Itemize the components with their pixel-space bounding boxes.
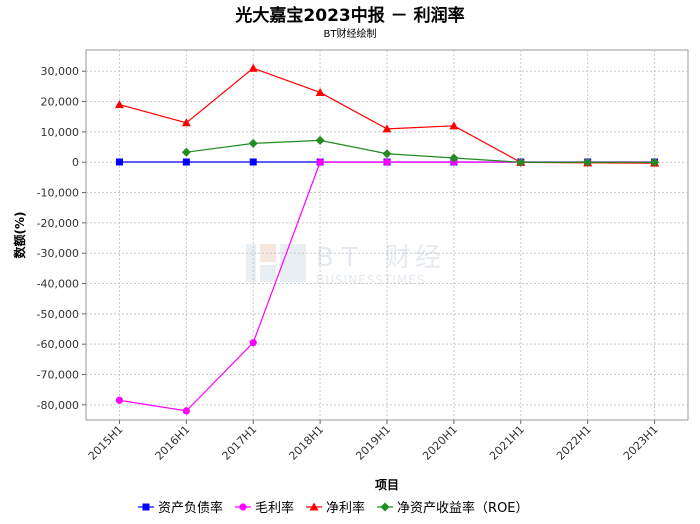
series-line [186, 139, 655, 163]
x-tick-label: 2015H1 [86, 423, 126, 463]
data-point [248, 63, 258, 72]
data-point [181, 147, 191, 157]
grid [86, 50, 688, 420]
x-tick-label: 2023H1 [621, 423, 661, 463]
legend-marker [239, 503, 247, 511]
chart-title: 光大嘉宝2023中报 － 利润率 [234, 5, 464, 26]
y-axis: 30,000 20,000 10,000 0 -10,000 -20,000 -30,000… [37, 65, 86, 412]
y-tick-label: -50,000 [37, 308, 79, 321]
data-point [449, 121, 459, 130]
series-group [114, 63, 660, 415]
data-point [315, 87, 325, 96]
legend-item[interactable]: 毛利率 [235, 500, 294, 516]
data-point [583, 157, 593, 167]
data-point [382, 149, 392, 159]
watermark-logo-block-3 [260, 265, 276, 282]
data-point [650, 157, 660, 167]
data-point [516, 157, 526, 167]
y-tick-label: -60,000 [37, 338, 79, 351]
chart-subtitle: BT财经绘制 [324, 27, 377, 40]
watermark-logo-block-4 [280, 244, 306, 282]
data-point [316, 158, 324, 166]
y-tick-label: -10,000 [37, 187, 79, 200]
data-point [182, 158, 190, 166]
x-axis: 2015H1 2016H1 2017H1 2018H1 2019H1 2020H1 2021… [86, 420, 661, 463]
data-point [383, 158, 391, 166]
y-tick-label: -40,000 [37, 278, 79, 291]
watermark-mark: BT [316, 243, 366, 273]
y-tick-label: 20,000 [41, 96, 80, 109]
legend-item[interactable]: 净利率 [306, 500, 365, 516]
x-tick-label: 2017H1 [220, 423, 260, 463]
x-tick-label: 2018H1 [286, 423, 326, 463]
data-point [115, 396, 124, 404]
legend-label: 净利率 [326, 500, 365, 516]
x-tick-label: 2016H1 [153, 423, 193, 463]
legend-marker [142, 503, 150, 511]
series-3 [181, 135, 660, 167]
data-point [449, 153, 459, 163]
x-axis-label: 项目 [375, 478, 399, 492]
legend-item[interactable]: 资产负债率 [138, 500, 223, 516]
x-tick-label: 2020H1 [420, 423, 460, 463]
y-tick-label: 10,000 [41, 126, 80, 139]
y-tick-label: -30,000 [37, 247, 79, 260]
data-point [114, 100, 124, 109]
y-axis-label: 数额(%) [12, 212, 27, 259]
watermark-cn: 财经 [385, 243, 445, 273]
legend-item[interactable]: 净资产收益率（ROE） [377, 500, 529, 516]
data-point [315, 135, 325, 145]
y-tick-label: 30,000 [41, 65, 80, 78]
y-tick-label: -80,000 [37, 399, 79, 412]
legend-label: 净资产收益率（ROE） [397, 500, 528, 516]
x-tick-label: 2021H1 [487, 423, 527, 463]
legend-marker [380, 502, 390, 512]
data-point [382, 124, 392, 133]
data-point [182, 407, 190, 415]
watermark-en: BUSINESSTIMES [316, 273, 425, 287]
y-tick-label: 0 [72, 156, 79, 169]
legend-label: 资产负债率 [158, 500, 223, 516]
legend-marker [309, 502, 319, 511]
data-point [248, 138, 258, 148]
legend: 资产负债率 毛利率 净利率 净资产收益率（ROE） [138, 500, 529, 516]
data-point [249, 158, 257, 166]
data-point [249, 339, 257, 347]
data-point [115, 158, 123, 166]
x-tick-label: 2022H1 [554, 423, 594, 463]
y-tick-label: -70,000 [37, 369, 79, 382]
legend-label: 毛利率 [255, 500, 294, 516]
y-tick-label: -20,000 [37, 217, 79, 230]
watermark-logo-block-1 [246, 244, 256, 282]
data-point [181, 118, 191, 127]
x-tick-label: 2019H1 [353, 423, 393, 463]
